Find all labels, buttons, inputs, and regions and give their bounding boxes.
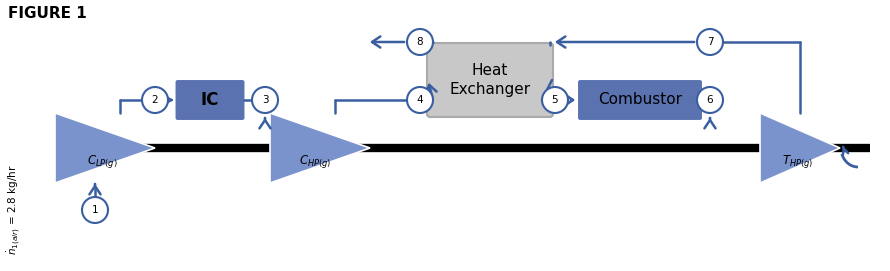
Polygon shape — [270, 113, 370, 183]
Circle shape — [407, 87, 433, 113]
Text: $T_{HP(g)}$: $T_{HP(g)}$ — [782, 153, 813, 170]
Polygon shape — [760, 113, 840, 183]
Text: 3: 3 — [262, 95, 268, 105]
Polygon shape — [55, 113, 155, 183]
FancyBboxPatch shape — [174, 79, 246, 121]
Text: Heat
Exchanger: Heat Exchanger — [449, 63, 530, 97]
Text: 5: 5 — [552, 95, 558, 105]
Text: $C_{LP(g)}$: $C_{LP(g)}$ — [86, 153, 117, 170]
FancyBboxPatch shape — [577, 79, 703, 121]
Circle shape — [697, 29, 723, 55]
Text: 1: 1 — [92, 205, 98, 215]
Circle shape — [142, 87, 168, 113]
Text: Combustor: Combustor — [598, 92, 682, 108]
Text: 4: 4 — [417, 95, 424, 105]
Circle shape — [252, 87, 278, 113]
FancyBboxPatch shape — [427, 43, 553, 117]
Text: 8: 8 — [417, 37, 424, 47]
Text: 7: 7 — [707, 37, 713, 47]
Text: 6: 6 — [707, 95, 713, 105]
Text: $C_{HP(g)}$: $C_{HP(g)}$ — [299, 153, 331, 170]
Text: $\dot{n}_{1(air)}$ = 2.8 kg/hr: $\dot{n}_{1(air)}$ = 2.8 kg/hr — [5, 165, 22, 255]
Circle shape — [82, 197, 108, 223]
Text: IC: IC — [201, 91, 219, 109]
Circle shape — [697, 87, 723, 113]
Circle shape — [407, 29, 433, 55]
Text: FIGURE 1: FIGURE 1 — [8, 7, 86, 21]
Text: 2: 2 — [151, 95, 158, 105]
Circle shape — [542, 87, 568, 113]
